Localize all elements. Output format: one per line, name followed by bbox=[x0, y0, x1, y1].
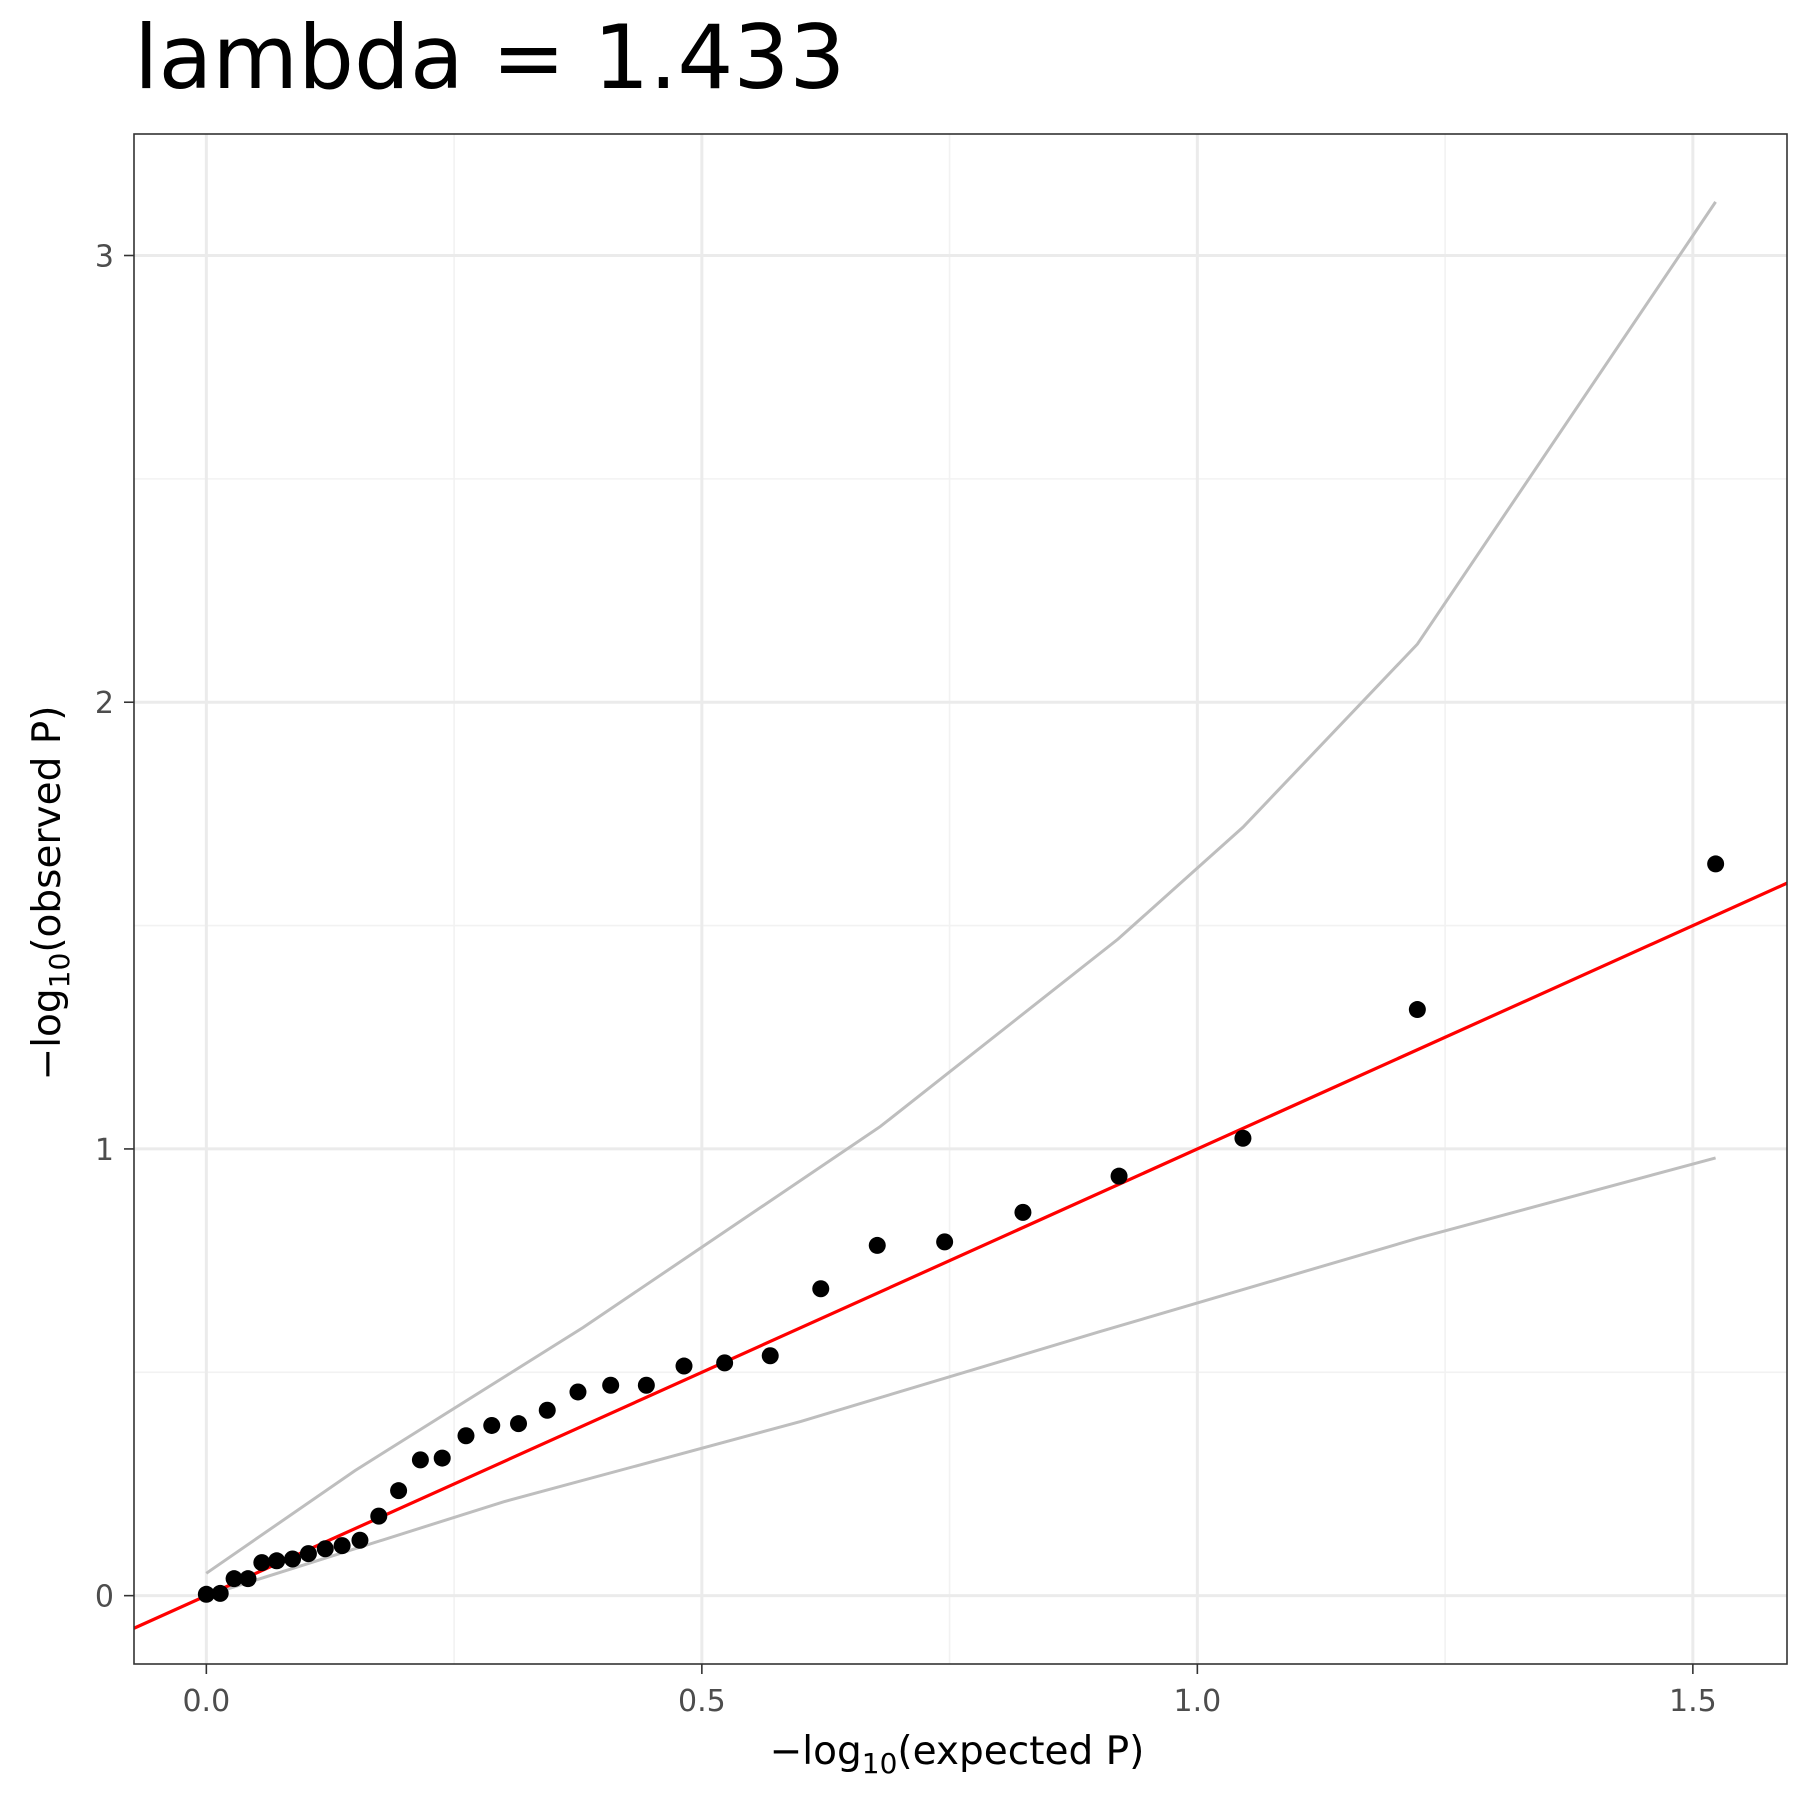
data-point bbox=[370, 1507, 388, 1525]
y-axis-title-subscript: 10 bbox=[43, 953, 76, 989]
reference-line bbox=[133, 881, 1788, 1630]
y-tick-label: 1 bbox=[95, 1133, 114, 1168]
data-point bbox=[225, 1570, 243, 1588]
x-tick-label: 1.5 bbox=[1669, 1684, 1717, 1719]
x-axis-title-subscript: 10 bbox=[862, 1747, 898, 1780]
x-tick-label: 0.5 bbox=[678, 1684, 726, 1719]
data-point bbox=[211, 1584, 229, 1602]
data-point bbox=[1408, 1001, 1426, 1019]
reference-line-layer bbox=[133, 881, 1788, 1630]
lower-confidence-band bbox=[205, 1156, 1716, 1598]
y-axis-title: −log10(observed P) bbox=[25, 706, 76, 1081]
data-point bbox=[1110, 1167, 1128, 1185]
data-point bbox=[351, 1531, 369, 1549]
upper-confidence-band bbox=[205, 201, 1717, 1575]
data-point bbox=[675, 1357, 693, 1375]
data-point bbox=[602, 1376, 620, 1394]
data-point bbox=[197, 1585, 215, 1603]
data-point bbox=[868, 1236, 886, 1254]
confidence-bands bbox=[205, 201, 1717, 1598]
y-axis-title-prefix: −log bbox=[25, 988, 70, 1080]
data-point bbox=[390, 1482, 408, 1500]
data-point bbox=[457, 1427, 475, 1445]
x-axis-title: −log10(expected P) bbox=[770, 1729, 1145, 1780]
grid-lines bbox=[134, 134, 1787, 1664]
data-point bbox=[239, 1570, 257, 1588]
data-point bbox=[812, 1280, 830, 1298]
data-point bbox=[1234, 1129, 1252, 1147]
data-point bbox=[316, 1540, 334, 1558]
chart-title: lambda = 1.433 bbox=[134, 6, 845, 109]
data-point bbox=[483, 1416, 501, 1434]
x-axis-title-suffix: (expected P) bbox=[897, 1729, 1144, 1774]
data-point bbox=[1707, 855, 1725, 873]
data-point bbox=[284, 1550, 302, 1568]
data-point bbox=[1014, 1203, 1032, 1221]
data-point bbox=[761, 1347, 779, 1365]
data-points bbox=[197, 855, 1725, 1603]
data-point bbox=[538, 1401, 556, 1419]
x-axis-title-prefix: −log bbox=[770, 1729, 862, 1774]
data-point bbox=[299, 1545, 317, 1563]
y-tick-label: 0 bbox=[95, 1580, 114, 1615]
y-axis-title-suffix: (observed P) bbox=[25, 706, 70, 953]
x-tick-label: 1.0 bbox=[1173, 1684, 1221, 1719]
data-point bbox=[411, 1451, 429, 1469]
data-point bbox=[268, 1552, 286, 1570]
data-point bbox=[936, 1233, 954, 1251]
panel-border bbox=[133, 133, 1788, 1665]
y-tick-label: 2 bbox=[95, 686, 114, 721]
y-tick-label: 3 bbox=[95, 240, 114, 275]
data-point bbox=[510, 1415, 528, 1433]
x-tick-label: 0.0 bbox=[182, 1684, 230, 1719]
axis-ticks: 0.0 0.5 1.0 1.5 0 1 2 3 bbox=[95, 240, 1717, 1719]
data-point bbox=[253, 1554, 271, 1572]
data-point bbox=[716, 1354, 734, 1372]
data-point bbox=[433, 1449, 451, 1467]
data-point bbox=[333, 1537, 351, 1555]
data-point bbox=[637, 1376, 655, 1394]
data-point bbox=[569, 1383, 587, 1401]
